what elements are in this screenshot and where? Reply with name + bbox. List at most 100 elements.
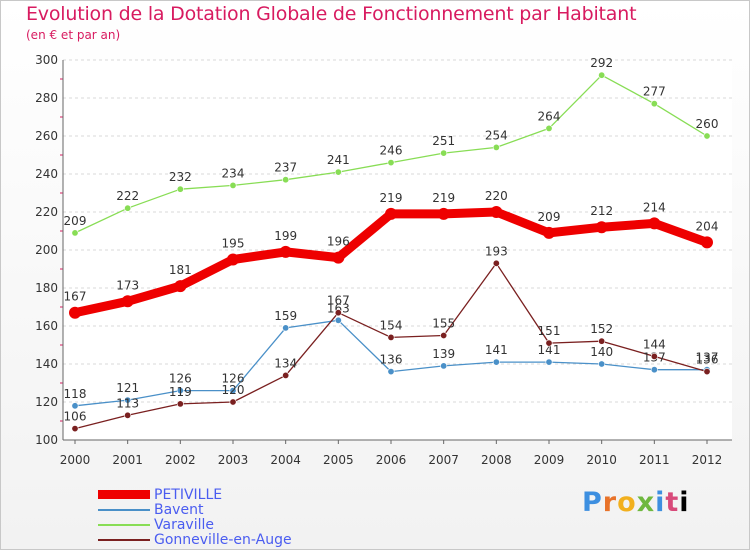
data-point-petiville bbox=[69, 306, 81, 319]
data-label-petiville: 199 bbox=[274, 229, 297, 243]
legend-item-gonneville: Gonneville-en-Auge bbox=[98, 532, 292, 547]
logo-letter: o bbox=[617, 487, 637, 518]
legend: PETIVILLE Bavent Varaville Gonneville-en… bbox=[98, 487, 292, 547]
data-label-bavent: 159 bbox=[274, 309, 297, 323]
y-tick-label: 260 bbox=[35, 129, 58, 143]
data-point-gonneville-en-auge bbox=[703, 368, 711, 376]
y-tick-label: 180 bbox=[35, 281, 58, 295]
data-label-varaville: 246 bbox=[380, 144, 403, 158]
data-point-bavent bbox=[71, 402, 79, 410]
data-point-gonneville-en-auge bbox=[492, 259, 500, 267]
legend-label: Varaville bbox=[154, 516, 214, 533]
data-label-gonneville-en-auge: 167 bbox=[327, 294, 350, 308]
data-label-gonneville-en-auge: 113 bbox=[116, 396, 139, 410]
data-point-petiville bbox=[701, 236, 713, 249]
data-point-varaville bbox=[334, 168, 342, 176]
legend-swatch-varaville bbox=[98, 523, 150, 526]
y-tick-label: 120 bbox=[35, 395, 58, 409]
legend-item-petiville: PETIVILLE bbox=[98, 487, 292, 502]
data-point-gonneville-en-auge bbox=[545, 339, 553, 347]
proxiti-logo: Proxiti bbox=[582, 487, 690, 518]
data-point-varaville bbox=[387, 159, 395, 167]
legend-swatch-petiville bbox=[98, 490, 150, 499]
data-label-petiville: 209 bbox=[538, 210, 561, 224]
legend-label: Bavent bbox=[154, 501, 204, 518]
data-label-gonneville-en-auge: 134 bbox=[274, 356, 297, 370]
y-tick-label: 220 bbox=[35, 205, 58, 219]
y-tick-label: 280 bbox=[35, 91, 58, 105]
data-point-varaville bbox=[124, 204, 132, 212]
data-label-bavent: 141 bbox=[485, 343, 508, 357]
data-label-varaville: 292 bbox=[590, 56, 613, 70]
data-point-bavent bbox=[650, 366, 658, 374]
chart-subtitle: (en € et par an) bbox=[26, 28, 121, 42]
data-label-bavent: 137 bbox=[696, 351, 719, 365]
data-point-petiville bbox=[174, 280, 187, 293]
x-tick-label: 2009 bbox=[534, 453, 565, 467]
data-point-gonneville-en-auge bbox=[124, 411, 132, 419]
data-point-petiville bbox=[121, 295, 134, 308]
x-tick-label: 2010 bbox=[586, 453, 617, 467]
data-point-gonneville-en-auge bbox=[176, 400, 184, 408]
x-tick-label: 2003 bbox=[218, 453, 249, 467]
data-label-petiville: 219 bbox=[380, 191, 403, 205]
data-point-bavent bbox=[492, 358, 500, 366]
x-tick-label: 2006 bbox=[376, 453, 407, 467]
data-point-bavent bbox=[387, 368, 395, 376]
data-label-petiville: 212 bbox=[590, 204, 613, 218]
y-tick-label: 300 bbox=[35, 53, 58, 67]
x-tick-label: 2000 bbox=[60, 453, 91, 467]
data-label-bavent: 163 bbox=[327, 301, 350, 315]
y-tick-label: 140 bbox=[35, 357, 58, 371]
data-point-petiville bbox=[227, 253, 239, 266]
legend-item-bavent: Bavent bbox=[98, 502, 292, 517]
data-label-bavent: 121 bbox=[116, 381, 139, 395]
data-label-gonneville-en-auge: 151 bbox=[538, 324, 561, 338]
data-label-varaville: 209 bbox=[64, 214, 87, 228]
plot-area bbox=[63, 60, 732, 440]
data-label-petiville: 214 bbox=[643, 200, 666, 214]
data-label-bavent: 126 bbox=[222, 372, 245, 386]
data-label-gonneville-en-auge: 120 bbox=[222, 383, 245, 397]
legend-swatch-gonneville bbox=[98, 538, 150, 541]
data-point-varaville bbox=[176, 185, 184, 193]
data-point-bavent bbox=[229, 387, 237, 395]
data-label-varaville: 234 bbox=[222, 166, 245, 180]
data-point-varaville bbox=[650, 100, 658, 108]
legend-swatch-bavent bbox=[98, 508, 150, 511]
legend-item-varaville: Varaville bbox=[98, 517, 292, 532]
logo-letter: P bbox=[582, 487, 603, 518]
data-label-gonneville-en-auge: 119 bbox=[169, 385, 192, 399]
data-label-petiville: 196 bbox=[327, 235, 350, 249]
data-point-petiville bbox=[595, 221, 608, 234]
y-tick-label: 200 bbox=[35, 243, 58, 257]
data-label-bavent: 141 bbox=[538, 343, 561, 357]
data-point-bavent bbox=[440, 362, 448, 370]
data-point-gonneville-en-auge bbox=[334, 309, 342, 317]
data-point-petiville bbox=[437, 207, 450, 220]
data-label-varaville: 237 bbox=[274, 161, 297, 175]
x-tick-label: 2011 bbox=[639, 453, 670, 467]
data-label-gonneville-en-auge: 106 bbox=[64, 410, 87, 424]
data-label-petiville: 167 bbox=[64, 290, 87, 304]
data-point-bavent bbox=[282, 324, 290, 332]
data-label-bavent: 139 bbox=[432, 347, 455, 361]
x-tick-label: 2012 bbox=[692, 453, 723, 467]
data-label-petiville: 219 bbox=[432, 191, 455, 205]
data-point-bavent bbox=[176, 387, 184, 395]
data-point-petiville bbox=[490, 206, 503, 218]
logo-letter: i bbox=[679, 487, 690, 518]
data-label-bavent: 126 bbox=[169, 372, 192, 386]
legend-label: Gonneville-en-Auge bbox=[154, 531, 292, 548]
x-tick-label: 2001 bbox=[112, 453, 143, 467]
logo-letter: i bbox=[655, 487, 666, 518]
data-point-varaville bbox=[71, 229, 79, 237]
data-point-petiville bbox=[279, 245, 292, 258]
logo-letter: x bbox=[636, 487, 656, 518]
data-label-varaville: 251 bbox=[432, 134, 455, 148]
data-point-petiville bbox=[543, 226, 555, 239]
data-point-gonneville-en-auge bbox=[229, 398, 237, 406]
logo-letter: r bbox=[602, 487, 618, 518]
data-point-bavent bbox=[598, 360, 606, 368]
data-point-varaville bbox=[440, 149, 448, 157]
